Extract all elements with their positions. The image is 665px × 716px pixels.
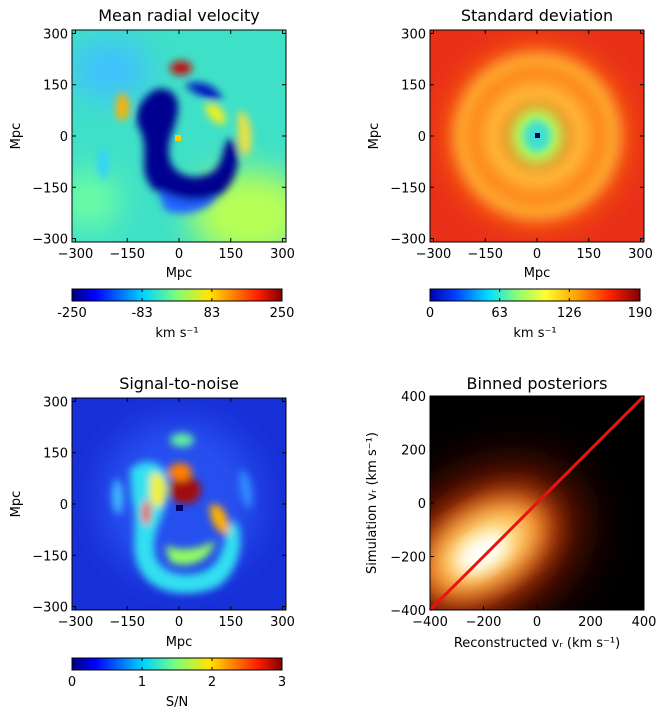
x-axis-label-1: Mpc [166,266,193,281]
y-tick-label: −300 [32,601,68,616]
diagonal-line [428,394,646,612]
chart-title-2: Standard deviation [461,6,613,25]
y-tick-label: 400 [401,390,426,405]
x-tick-label: −150 [109,615,145,630]
x-tick-label: 300 [628,247,653,262]
colorbar-tick-label: 63 [491,306,508,321]
colorbar-tick-label: -83 [132,306,153,321]
y-tick-label: 0 [418,497,426,512]
colorbar-tick-label: 3 [278,675,286,690]
colorbar-tick-label: 126 [557,306,582,321]
x-tick-label: 300 [270,247,295,262]
colorbar-tick-label: -250 [57,306,87,321]
x-tick-label: 150 [576,247,601,262]
x-axis-label-3: Mpc [166,635,193,650]
colorbar-tick-label: 83 [204,306,221,321]
y-tick-label: −300 [390,233,426,248]
panel-signal-to-noise [71,397,287,611]
y-tick-label: 300 [43,27,68,42]
x-tick-label: 300 [270,615,295,630]
y-tick-label: 150 [43,79,68,94]
y-tick-label: 200 [401,444,426,459]
y-axis-label-4: Simulation vᵣ (km s⁻¹) [365,432,380,574]
x-axis-label-2: Mpc [524,266,551,281]
heatmap-standard-deviation [430,30,644,242]
axes-and-colorbars: Mean radial velocity−300 −150 0 150 300−300−… [9,6,656,710]
x-tick-label: 150 [218,247,243,262]
colorbar-tick-label: 250 [270,306,295,321]
y-tick-label: −150 [32,181,68,196]
x-tick-label: 0 [175,615,183,630]
colorbar-label-3: S/N [166,695,188,710]
x-tick-label: −300 [416,247,452,262]
heatmap-mean-velocity [72,30,286,242]
colorbar-tick-label: 190 [628,306,653,321]
x-tick-label: −400 [412,615,448,630]
heatmap-signal-to-noise [72,398,286,610]
y-tick-label: 150 [401,79,426,94]
chart-title-3: Signal-to-noise [119,374,239,393]
chart-title-1: Mean radial velocity [98,6,260,25]
colorbar-tick-label: 2 [208,675,216,690]
y-tick-label: 0 [60,130,68,145]
y-axis-label-3: Mpc [9,491,24,518]
x-tick-label: −300 [58,247,94,262]
y-tick-label: 150 [43,447,68,462]
panel-mean-radial-velocity [71,29,287,243]
colorbar-tick-label: 1 [138,675,146,690]
x-tick-label: −150 [109,247,145,262]
y-tick-label: −150 [32,549,68,564]
colorbar-tick-label: 0 [68,675,76,690]
chart-title-4: Binned posteriors [467,374,608,393]
y-tick-label: −400 [390,604,426,619]
x-tick-label: 150 [218,615,243,630]
y-tick-label: 300 [43,395,68,410]
x-tick-label: 0 [533,247,541,262]
y-tick-label: 300 [401,27,426,42]
y-tick-label: −150 [390,181,426,196]
colorbar-3 [71,657,283,671]
x-tick-label: 400 [632,615,657,630]
y-axis-label-2: Mpc [367,123,382,150]
y-tick-label: −300 [32,233,68,248]
colorbar-2 [429,288,641,302]
x-tick-label: 200 [578,615,603,630]
y-tick-label: 0 [60,498,68,513]
colorbar-label-1: km s⁻¹ [155,326,198,341]
panel-binned-posteriors [428,394,646,612]
colorbar-1 [71,288,283,302]
x-tick-label: 0 [175,247,183,262]
x-tick-label: −300 [58,615,94,630]
x-tick-label: −150 [467,247,503,262]
x-axis-label-4: Reconstructed vᵣ (km s⁻¹) [454,636,620,651]
y-tick-label: 0 [418,130,426,145]
colorbar-tick-label: 0 [426,306,434,321]
y-tick-label: −200 [390,551,426,566]
colorbar-label-2: km s⁻¹ [513,326,556,341]
panel-standard-deviation [429,29,645,243]
y-axis-label-1: Mpc [9,123,24,150]
x-tick-label: −200 [466,615,502,630]
x-tick-label: 0 [533,615,541,630]
